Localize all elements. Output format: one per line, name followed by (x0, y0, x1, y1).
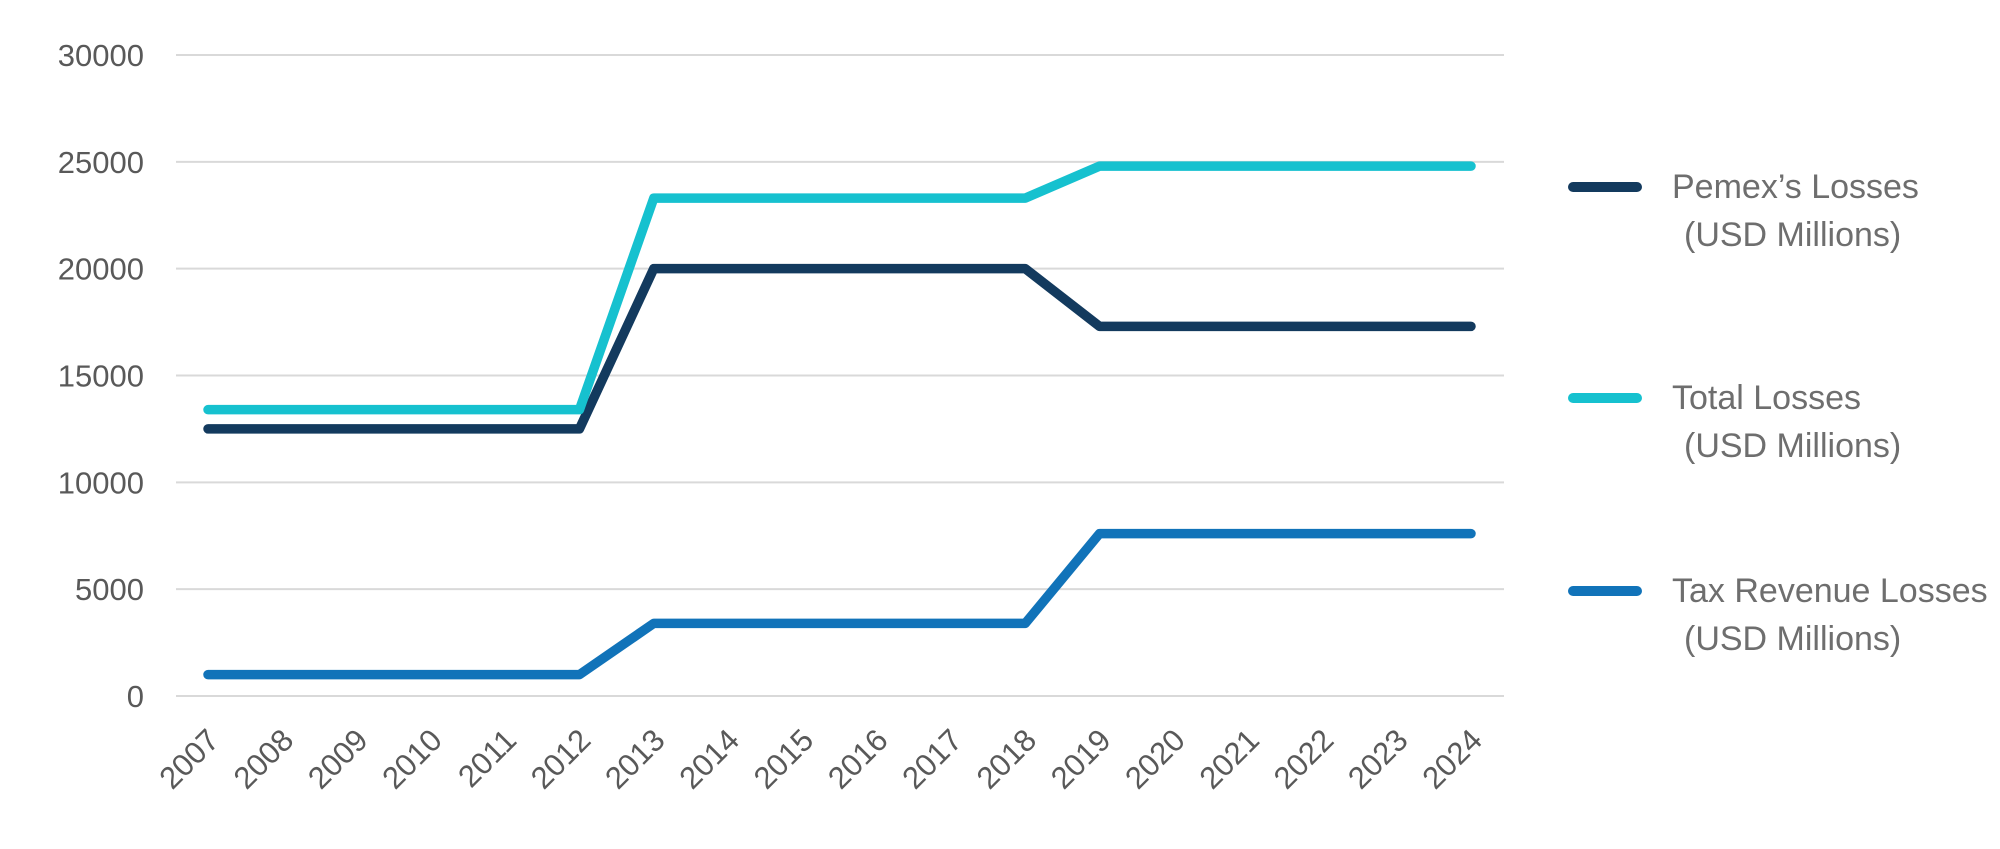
y-tick-label-5000: 5000 (75, 572, 144, 607)
x-tick-label-2018: 2018 (970, 722, 1044, 796)
legend-swatch-tax-revenue-losses (1568, 586, 1642, 596)
y-tick-label-0: 0 (127, 679, 144, 714)
y-tick-label-20000: 20000 (58, 252, 144, 287)
legend-sublabel-tax-revenue-losses: (USD Millions) (1684, 620, 1902, 658)
x-tick-label-2011: 2011 (451, 722, 523, 794)
x-tick-label-2009: 2009 (301, 722, 375, 796)
legend-item-total-losses: Total Losses (USD Millions) (1568, 374, 1901, 470)
x-tick-label-2013: 2013 (598, 722, 672, 796)
legend-text-total-losses: Total Losses (USD Millions) (1672, 374, 1901, 470)
legend-swatch-pemex-losses (1568, 182, 1642, 192)
legend-swatch-total-losses (1568, 393, 1642, 403)
x-tick-label-2008: 2008 (227, 722, 301, 796)
y-tick-label-25000: 25000 (58, 145, 144, 180)
series-line-tax-revenue-losses (203, 528, 1476, 680)
x-tick-label-2021: 2021 (1193, 722, 1267, 796)
x-tick-label-2012: 2012 (524, 722, 598, 796)
x-tick-label-2023: 2023 (1341, 722, 1415, 796)
x-tick-label-2016: 2016 (821, 722, 895, 796)
x-tick-label-2022: 2022 (1267, 722, 1341, 796)
legend-text-pemex-losses: Pemex’s Losses (USD Millions) (1672, 163, 1919, 259)
x-tick-label-2007: 2007 (152, 722, 226, 796)
legend-label-pemex-losses: Pemex’s Losses (1672, 168, 1919, 206)
legend-sublabel-pemex-losses: (USD Millions) (1684, 216, 1902, 254)
y-tick-label-30000: 30000 (58, 38, 144, 73)
y-tick-label-10000: 10000 (58, 465, 144, 500)
y-tick-label-15000: 15000 (58, 359, 144, 394)
series-line-pemex-s-losses (203, 263, 1476, 434)
legend-label-total-losses: Total Losses (1672, 379, 1861, 417)
x-tick-label-2017: 2017 (895, 722, 969, 796)
x-tick-label-2019: 2019 (1044, 722, 1118, 796)
legend-item-pemex-losses: Pemex’s Losses (USD Millions) (1568, 163, 1919, 259)
x-tick-label-2010: 2010 (375, 722, 449, 796)
legend-sublabel-total-losses: (USD Millions) (1684, 427, 1902, 465)
legend-label-tax-revenue-losses: Tax Revenue Losses (1672, 572, 1988, 610)
x-tick-label-2015: 2015 (747, 722, 821, 796)
legend-text-tax-revenue-losses: Tax Revenue Losses (USD Millions) (1672, 567, 1988, 663)
legend-item-tax-revenue-losses: Tax Revenue Losses (USD Millions) (1568, 567, 1988, 663)
chart-legend: Pemex’s Losses (USD Millions) Total Loss… (1568, 0, 2000, 849)
series-line-total-losses (203, 161, 1476, 415)
x-tick-label-2020: 2020 (1118, 722, 1192, 796)
x-tick-label-2024: 2024 (1415, 722, 1489, 796)
x-tick-label-2014: 2014 (672, 722, 746, 796)
